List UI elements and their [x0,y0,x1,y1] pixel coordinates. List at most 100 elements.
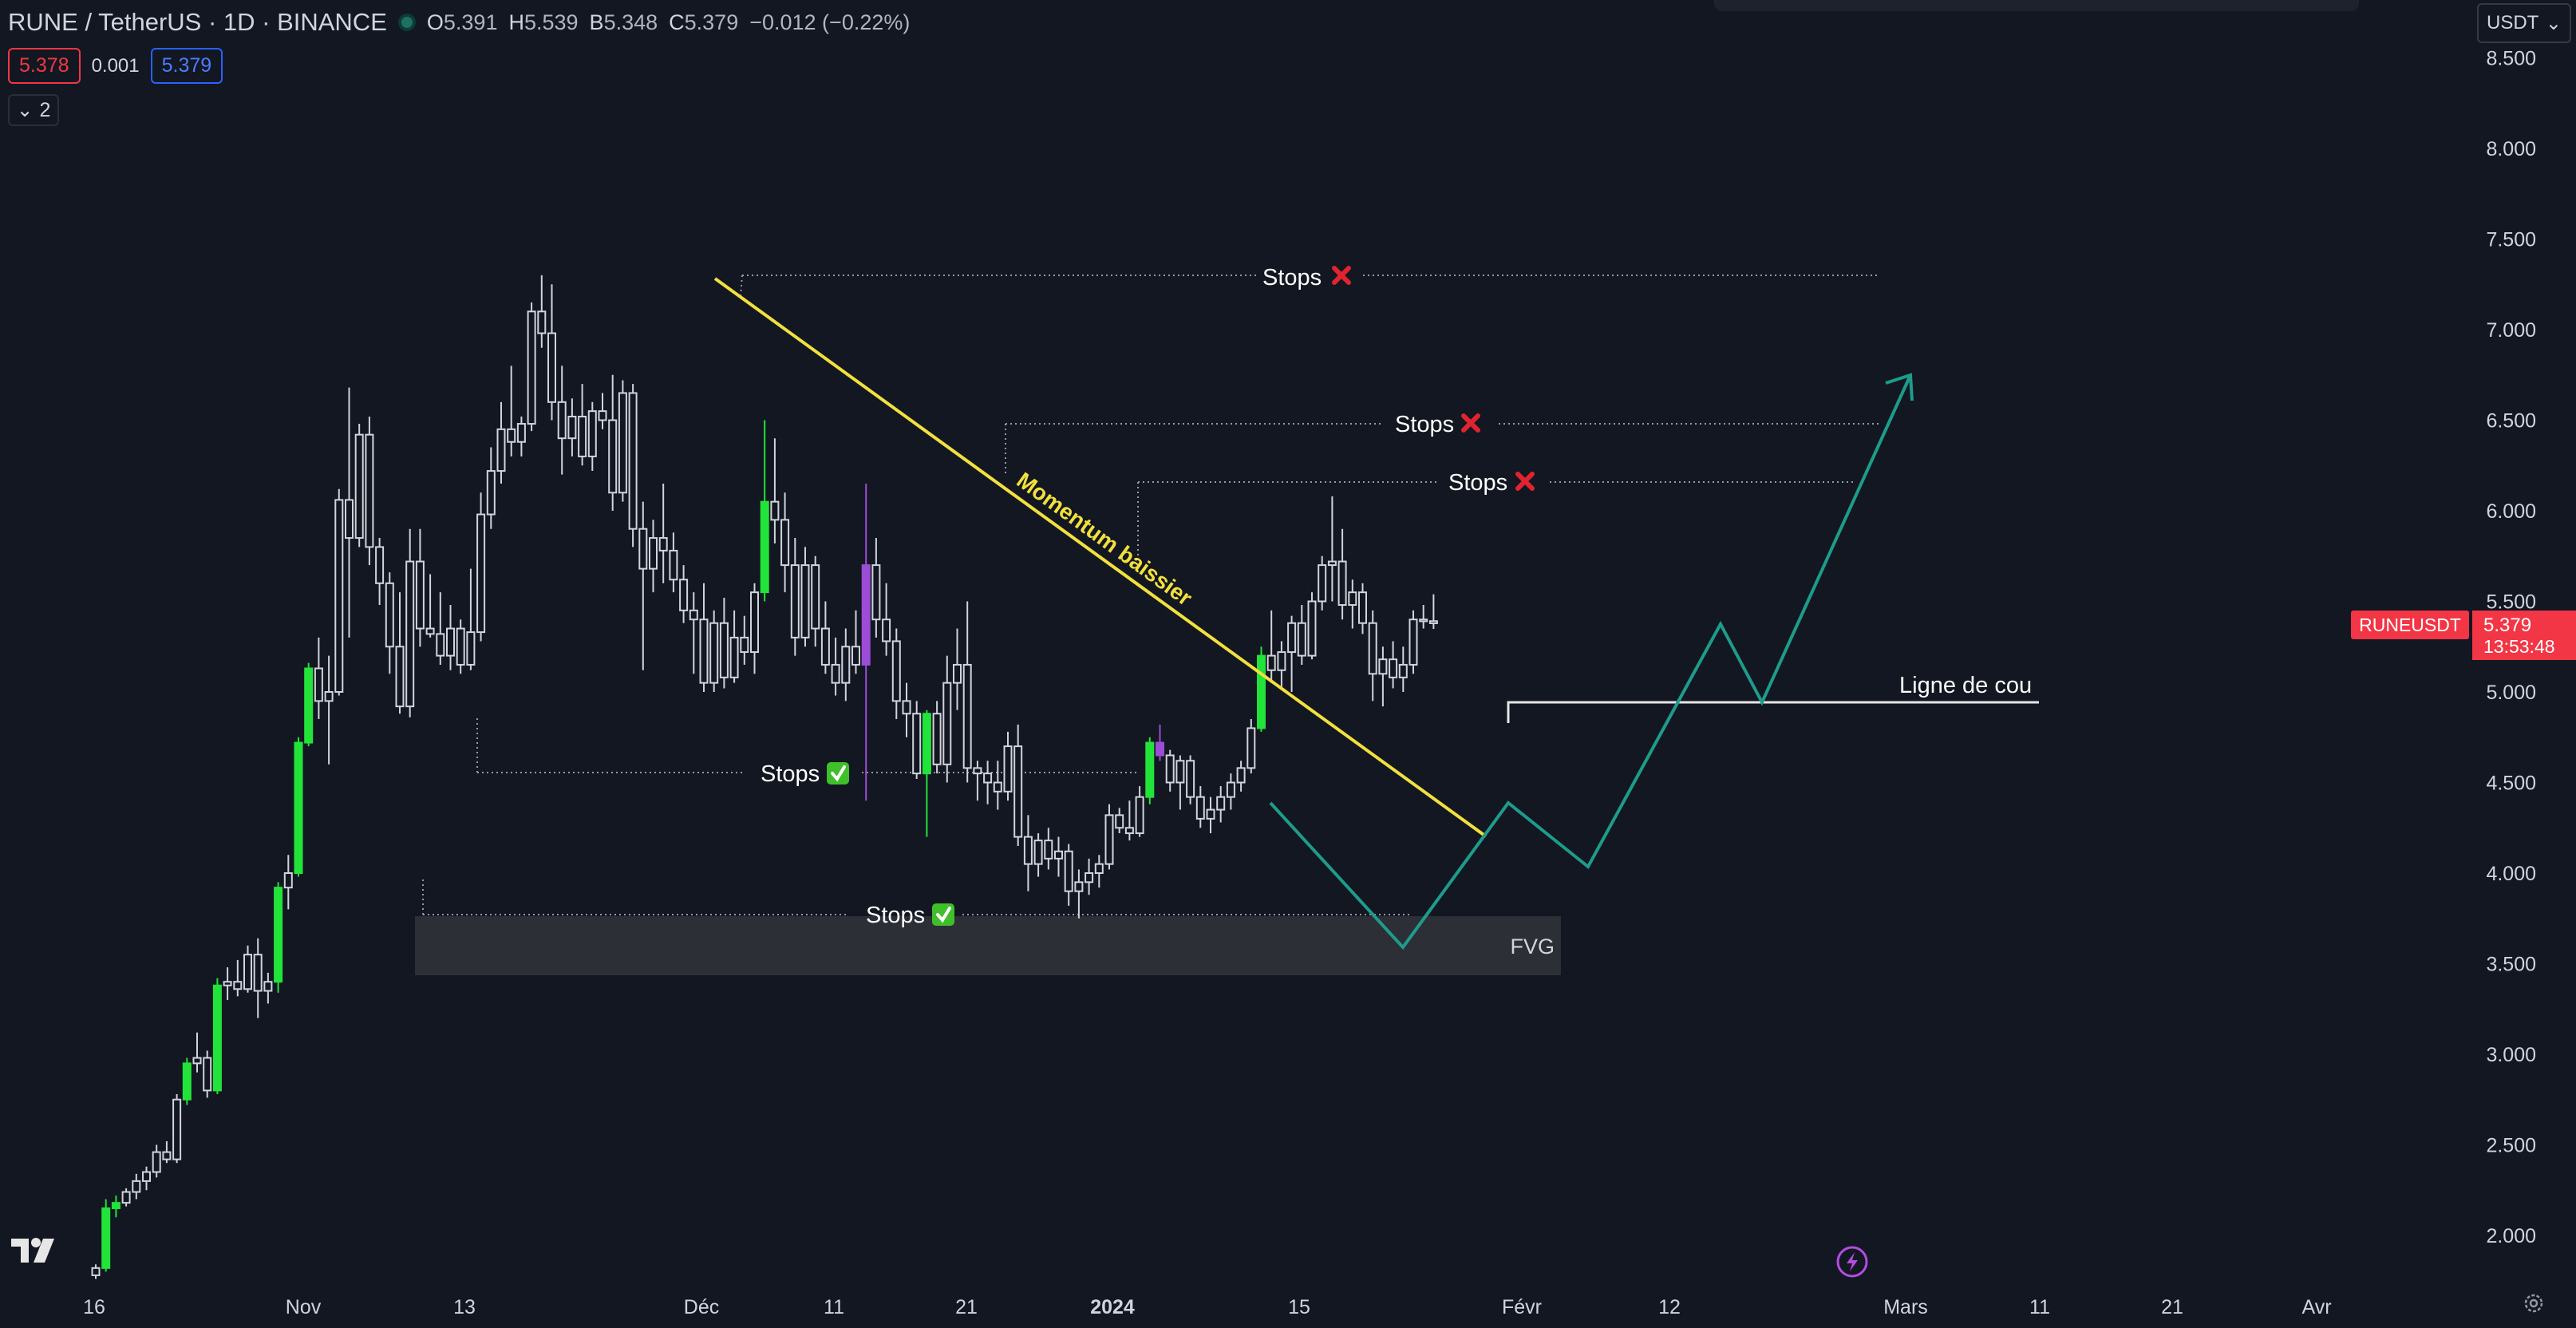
candle-body[interactable] [1023,836,1033,865]
candle-body[interactable] [1186,760,1195,798]
candle-body[interactable] [790,564,800,638]
candle-body[interactable] [811,564,820,630]
indicators-toggle-button[interactable]: ⌄ 2 [8,94,59,126]
candle-body[interactable] [598,410,607,421]
candle-body[interactable] [841,646,851,684]
candle-body[interactable] [618,392,627,494]
candle-body[interactable] [182,1062,192,1101]
candle-body[interactable] [283,872,293,889]
candle-body[interactable] [709,622,719,684]
candle-body[interactable] [1145,741,1155,798]
candle-body[interactable] [740,636,749,654]
candle-body[interactable] [324,691,334,702]
candle-body[interactable] [111,1202,121,1209]
candle-body[interactable] [1327,560,1337,567]
candle-body[interactable] [1419,619,1428,622]
candle-body[interactable] [1337,560,1347,607]
candle-body[interactable] [507,428,516,443]
candle-body[interactable] [1358,591,1367,624]
candle-body[interactable] [405,560,415,708]
candle-body[interactable] [486,470,496,516]
lightning-icon[interactable] [1835,1245,1869,1279]
candle-body[interactable] [993,781,1002,792]
candle-body[interactable] [770,500,780,521]
candle-body[interactable] [861,564,871,666]
candle-body[interactable] [1378,658,1388,675]
candle-body[interactable] [1368,622,1377,675]
candle-body[interactable] [496,428,506,472]
candle-body[interactable] [953,663,962,684]
candle-body[interactable] [699,619,709,684]
candle-body[interactable] [304,667,314,744]
candle-body[interactable] [1175,760,1185,784]
candle-body[interactable] [871,564,881,621]
candle-body[interactable] [800,564,810,638]
candle-body[interactable] [983,773,993,784]
gear-icon[interactable] [2522,1291,2546,1315]
candle-body[interactable] [547,332,556,403]
candle-body[interactable] [476,513,486,634]
market-status-icon[interactable] [397,14,416,31]
candle-body[interactable] [274,887,283,983]
candle-body[interactable] [101,1207,111,1269]
candle-body[interactable] [1115,814,1124,829]
candle-body[interactable] [1074,881,1084,892]
candle-body[interactable] [1054,850,1063,860]
pattern-path[interactable] [1269,374,1912,951]
neckline[interactable] [1507,701,2039,723]
candle-body[interactable] [1307,600,1317,657]
candle-body[interactable] [334,499,344,693]
candle-body[interactable] [932,713,942,765]
candle-body[interactable] [1428,620,1438,624]
candle-body[interactable] [425,627,435,635]
symbol-title[interactable]: RUNE / TetherUS · 1D · BINANCE [8,8,387,36]
candle-body[interactable] [466,631,476,666]
candle-body[interactable] [1257,654,1266,729]
candle-body[interactable] [375,546,385,584]
candle-body[interactable] [567,415,577,440]
sell-price-button[interactable]: 5.378 [8,48,81,84]
candle-body[interactable] [729,636,739,678]
candle-body[interactable] [1277,651,1286,671]
candle-body[interactable] [891,640,901,702]
currency-select[interactable]: USDT ⌄ [2477,3,2571,43]
candle-body[interactable] [689,609,698,621]
candle-body[interactable] [912,713,922,775]
candle-body[interactable] [1216,796,1226,811]
candle-body[interactable] [1156,741,1164,757]
candle-body[interactable] [1287,622,1297,654]
candle-body[interactable] [212,984,222,1092]
candle-body[interactable] [1094,863,1104,875]
candle-body[interactable] [882,619,891,642]
candle-body[interactable] [820,627,830,666]
candle-body[interactable] [719,622,729,678]
candle-body[interactable] [851,646,860,666]
candle-body[interactable] [263,981,273,992]
candle-body[interactable] [121,1191,131,1204]
candle-body[interactable] [172,1098,182,1160]
candle-body[interactable] [649,537,658,570]
candle-body[interactable] [142,1171,151,1182]
candle-body[interactable] [942,682,952,765]
candle-body[interactable] [1013,745,1023,838]
candle-body[interactable] [628,392,638,530]
momentum-trendline[interactable] [713,277,1488,838]
candle-body[interactable] [314,667,323,702]
candle-body[interactable] [922,713,931,775]
candle-body[interactable] [608,419,618,494]
candle-body[interactable] [1104,814,1114,865]
candle-body[interactable] [203,1057,212,1092]
candle-body[interactable] [132,1180,141,1193]
candle-body[interactable] [1398,663,1408,678]
candle-body[interactable] [354,433,364,540]
candle-body[interactable] [223,981,232,986]
candle-body[interactable] [1247,727,1256,769]
candle-body[interactable] [446,627,455,657]
candle-body[interactable] [1318,564,1327,603]
candle-body[interactable] [902,700,911,715]
candle-body[interactable] [1064,850,1073,892]
candle-body[interactable] [233,981,243,990]
candle-body[interactable] [1389,658,1398,678]
candle-body[interactable] [456,627,465,666]
candle-body[interactable] [1135,796,1144,835]
